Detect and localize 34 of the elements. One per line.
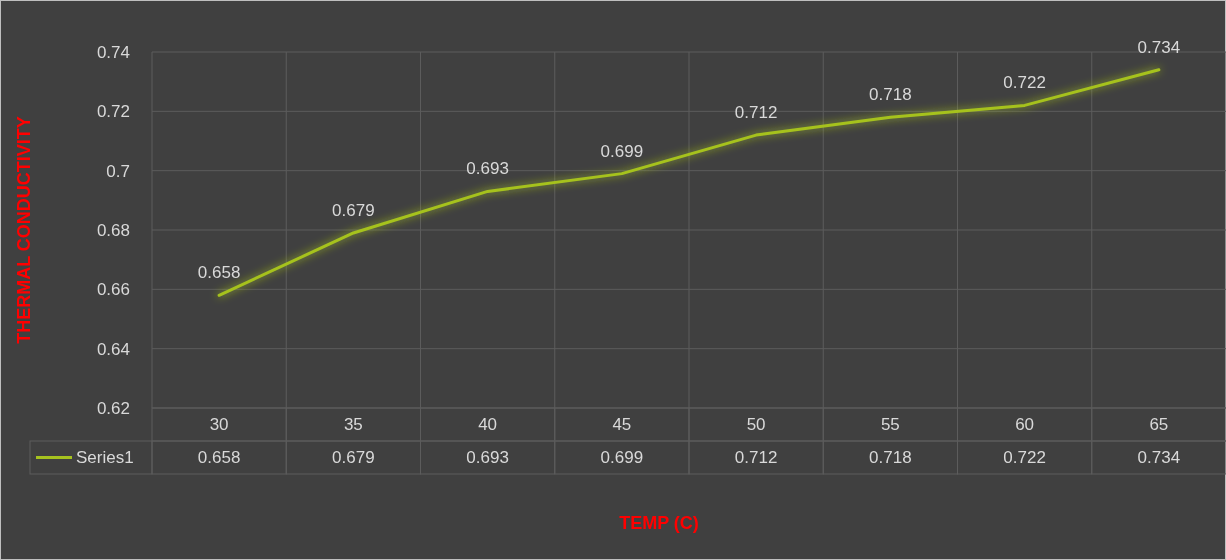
x-tick-label: 50 — [746, 415, 766, 435]
annotation: 0.718 — [869, 85, 912, 105]
y-tick-label: 0.64 — [96, 339, 130, 359]
y-tick-label: 0.72 — [96, 102, 130, 122]
annotation: 0.693 — [466, 159, 509, 179]
annotation: 0.699 — [600, 141, 644, 161]
annotation: 0.679 — [332, 200, 375, 220]
annotation: 0.734 — [1137, 37, 1181, 57]
y-tick-label: 0.68 — [96, 220, 130, 240]
data-label: 0.658 — [197, 448, 241, 468]
data-label: 0.712 — [734, 448, 778, 468]
y-tick-label: 0.74 — [96, 42, 130, 62]
y-tick-label: 0.62 — [96, 398, 130, 418]
data-label: 0.699 — [600, 448, 644, 468]
x-axis-title: TEMP (C) — [619, 513, 699, 534]
data-label: 0.679 — [332, 448, 375, 468]
x-tick-label: 60 — [1015, 415, 1035, 435]
x-tick-label: 65 — [1149, 415, 1169, 435]
y-tick-label: 0.66 — [96, 280, 130, 300]
x-tick-label: 55 — [880, 415, 900, 435]
annotation: 0.712 — [734, 103, 778, 123]
y-axis-title: THERMAL CONDUCTIVITY — [14, 116, 34, 344]
data-label: 0.734 — [1137, 448, 1181, 468]
data-label: 0.718 — [869, 448, 912, 468]
x-tick-label: 40 — [478, 415, 498, 435]
data-label: 0.722 — [1003, 448, 1046, 468]
x-tick-label: 35 — [343, 415, 363, 435]
annotation: 0.722 — [1003, 73, 1046, 93]
y-tick-label: 0.7 — [106, 161, 130, 181]
legend-label: Series1 — [76, 448, 134, 468]
data-label: 0.693 — [466, 448, 509, 468]
annotation: 0.658 — [197, 263, 241, 283]
x-tick-label: 30 — [209, 415, 229, 435]
x-tick-label: 45 — [612, 415, 632, 435]
